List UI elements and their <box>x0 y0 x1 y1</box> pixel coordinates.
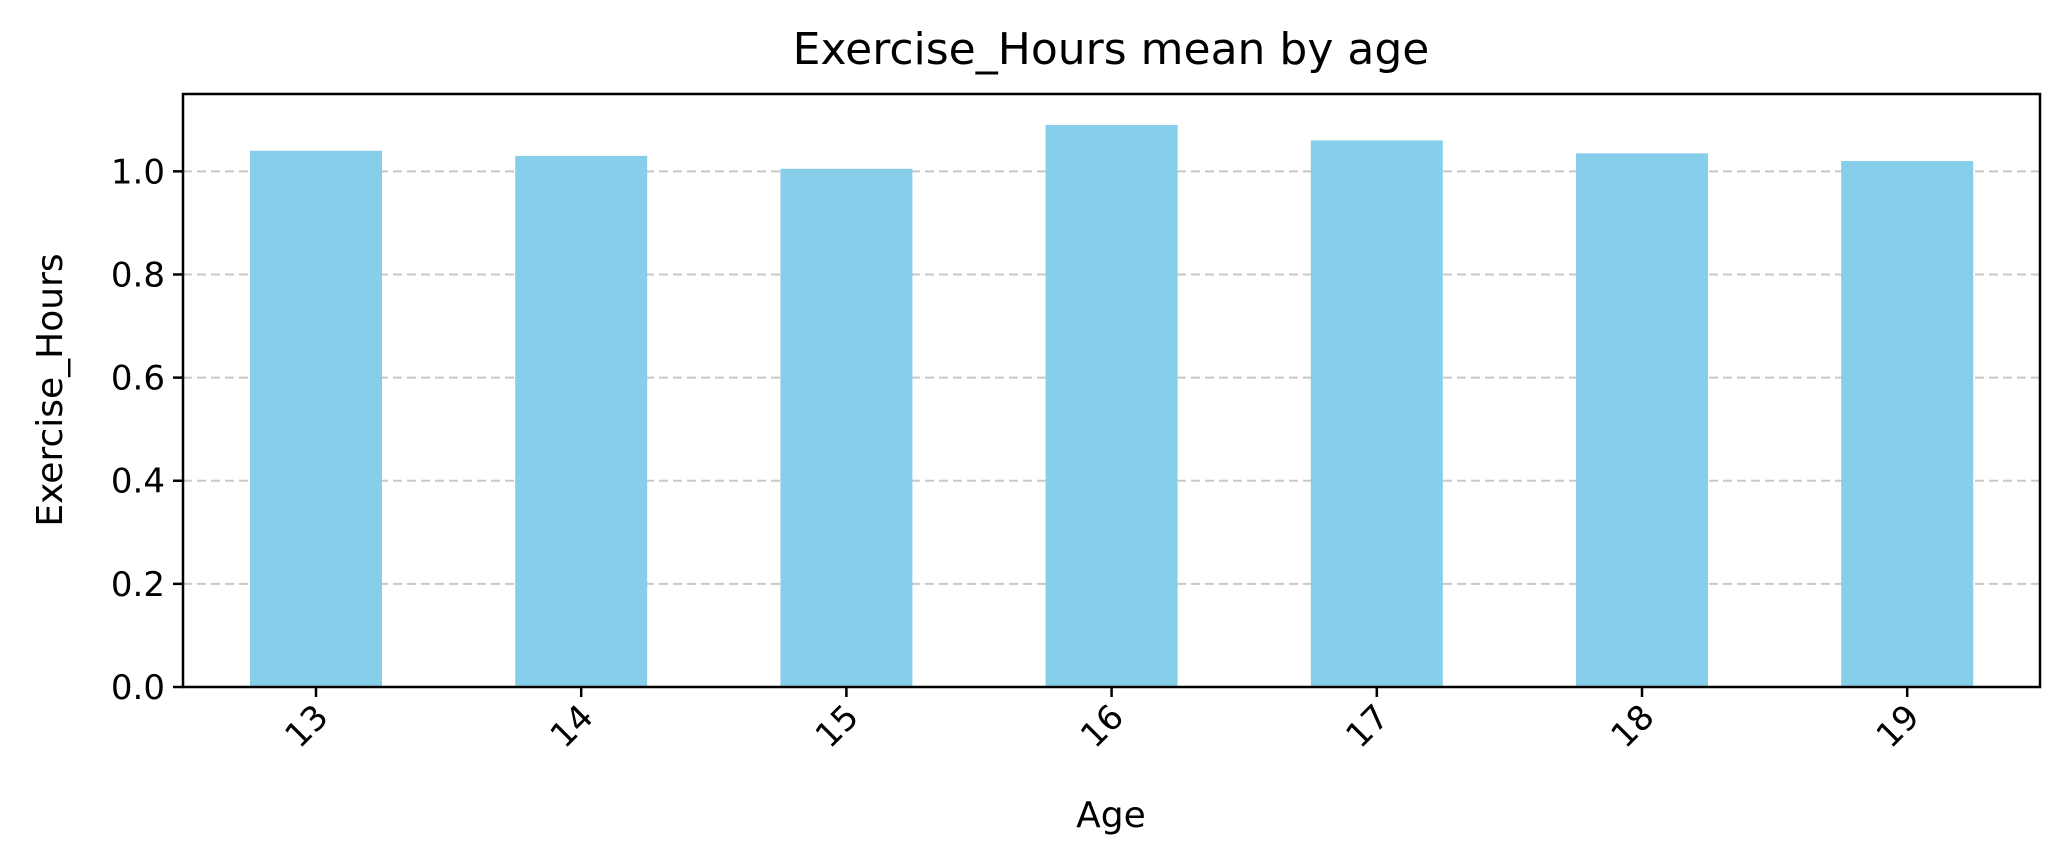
bar-age-13 <box>250 150 382 687</box>
bar-age-14 <box>515 155 648 687</box>
bar-age-19 <box>1841 161 1974 687</box>
y-tick-label: 0.4 <box>111 462 165 502</box>
x-tick-label: 19 <box>1869 697 1928 756</box>
y-tick-label: 0.8 <box>111 255 165 295</box>
y-tick-label: 1.0 <box>111 152 165 192</box>
y-axis-label: Exercise_Hours <box>30 253 71 526</box>
x-tick-label: 15 <box>808 697 867 756</box>
x-axis-label: Age <box>1076 795 1146 836</box>
y-tick-label: 0.6 <box>111 359 165 399</box>
x-tick-label: 14 <box>543 697 602 756</box>
x-tick-label: 18 <box>1603 697 1662 756</box>
chart-title: Exercise_Hours mean by age <box>793 24 1430 75</box>
y-ticks: 0.0 0.2 0.4 0.6 0.8 1.0 <box>111 152 183 708</box>
x-tick-label: 17 <box>1338 697 1397 756</box>
bars <box>250 124 1974 688</box>
bar-age-18 <box>1576 153 1708 688</box>
x-tick-label: 13 <box>277 697 336 756</box>
x-tick-label: 16 <box>1073 697 1132 756</box>
y-tick-label: 0.0 <box>111 668 165 708</box>
bar-age-17 <box>1310 140 1443 687</box>
bar-age-16 <box>1045 124 1178 687</box>
y-tick-label: 0.2 <box>111 565 165 605</box>
x-ticks: 13 14 15 16 17 18 19 <box>277 687 1928 756</box>
bar-age-15 <box>780 168 913 688</box>
